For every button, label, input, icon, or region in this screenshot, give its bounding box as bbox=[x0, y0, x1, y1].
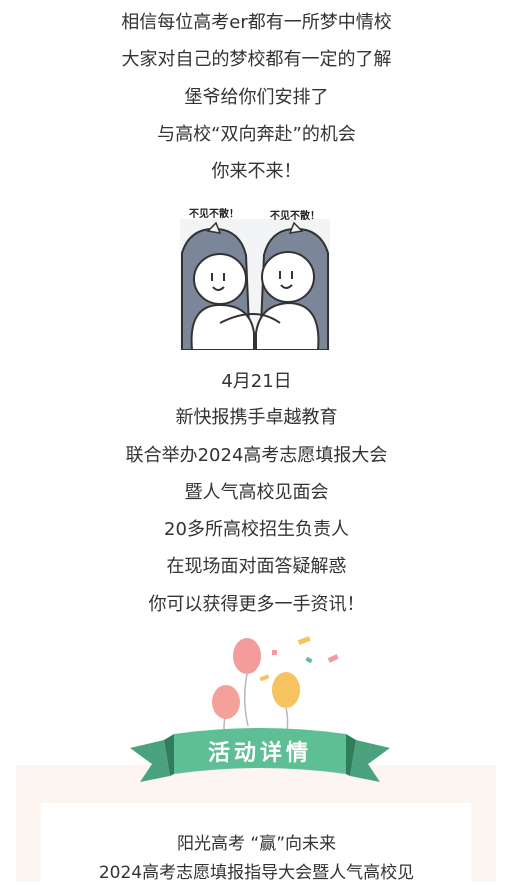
intro-line: 与高校“双向奔赴”的机会 bbox=[157, 124, 356, 145]
banner-title: 活动详情 bbox=[208, 740, 312, 766]
event-line: 20多所高校招生负责人 bbox=[164, 519, 349, 540]
event-line: 你可以获得更多一手资讯！ bbox=[148, 594, 365, 615]
event-line: 4月21日 bbox=[221, 371, 292, 392]
balloon-icon bbox=[212, 685, 240, 719]
event-line: 联合举办2024高考志愿填报大会 bbox=[125, 445, 388, 466]
penguin-sticker-image: 不见不散！ 不见不散！ bbox=[180, 207, 330, 350]
activity-banner: 活动详情 bbox=[130, 636, 390, 782]
card-title-line: 阳光高考 “赢”向未来 bbox=[176, 834, 337, 854]
intro-line: 你来不来！ bbox=[211, 161, 302, 182]
event-line: 在现场面对面答疑解惑 bbox=[166, 556, 347, 577]
confetti-icon bbox=[272, 650, 277, 655]
confetti-icon bbox=[327, 654, 339, 663]
intro-line: 堡爷给你们安排了 bbox=[184, 87, 329, 108]
balloon-icon bbox=[233, 638, 261, 674]
intro-line: 相信每位高考er都有一所梦中情校 bbox=[121, 12, 392, 33]
event-line: 暨人气高校见面会 bbox=[184, 482, 329, 503]
sticker-caption-left: 不见不散！ bbox=[189, 207, 239, 220]
details-card bbox=[41, 803, 471, 882]
card-subtitle-line: 2024高考志愿填报指导大会暨人气高校见 bbox=[98, 863, 415, 883]
event-line: 新快报携手卓越教育 bbox=[175, 407, 338, 428]
confetti-icon bbox=[259, 674, 270, 682]
intro-line: 大家对自己的梦校都有一定的了解 bbox=[121, 49, 392, 70]
confetti-icon bbox=[305, 656, 313, 664]
balloon-icon bbox=[272, 672, 300, 708]
confetti-icon bbox=[297, 636, 311, 645]
sticker-caption-right: 不见不散！ bbox=[270, 209, 320, 222]
